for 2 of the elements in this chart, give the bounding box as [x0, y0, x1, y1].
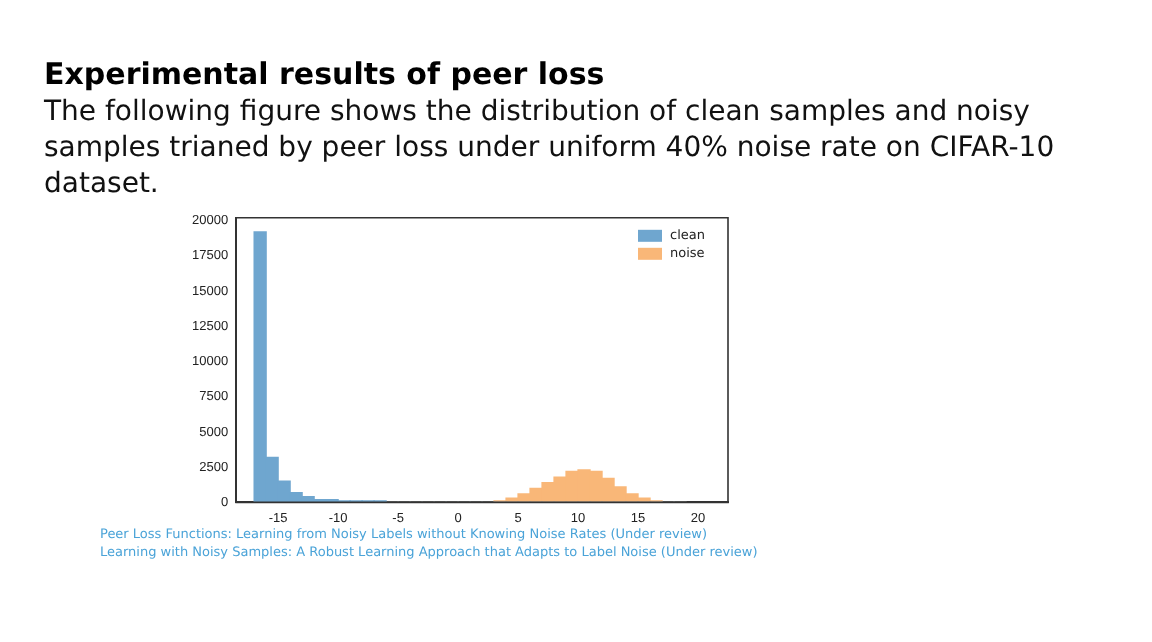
- chart-title: Experimental results of peer loss: [44, 56, 605, 92]
- chart-subtitle: The following figure shows the distribution of clean samples and noisy samples trianed by peer loss under uniform 40% noise rate on CIFAR-10 dataset.: [44, 94, 1057, 202]
